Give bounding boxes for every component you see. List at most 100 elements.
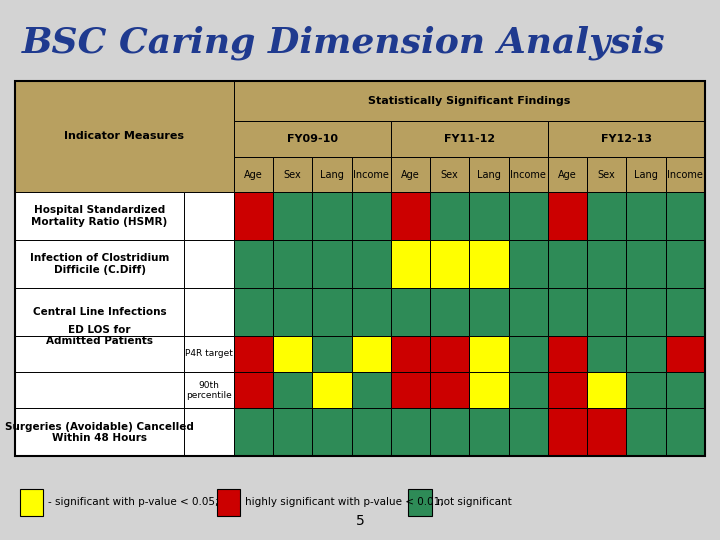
- Bar: [469, 192, 508, 240]
- Text: Age: Age: [401, 170, 420, 180]
- Bar: [665, 240, 705, 288]
- Bar: [312, 336, 351, 372]
- Text: Income: Income: [667, 170, 703, 180]
- Bar: [184, 372, 234, 408]
- Bar: [184, 240, 234, 288]
- Bar: [351, 288, 391, 336]
- Text: FY09-10: FY09-10: [287, 134, 338, 144]
- Text: Sex: Sex: [441, 170, 459, 180]
- Bar: [391, 121, 548, 157]
- Bar: [273, 336, 312, 372]
- Text: not significant: not significant: [437, 497, 512, 507]
- Text: Lang: Lang: [320, 170, 344, 180]
- Bar: [351, 157, 391, 192]
- Text: ED LOS for
Admitted Patients: ED LOS for Admitted Patients: [46, 325, 153, 347]
- Bar: [234, 288, 273, 336]
- Bar: [234, 336, 273, 372]
- Bar: [548, 192, 587, 240]
- Bar: [665, 288, 705, 336]
- Text: Hospital Standardized
Mortality Ratio (HSMR): Hospital Standardized Mortality Ratio (H…: [32, 205, 168, 227]
- Bar: [469, 336, 508, 372]
- Text: BSC Caring Dimension Analysis: BSC Caring Dimension Analysis: [22, 26, 665, 60]
- Bar: [408, 489, 432, 516]
- Text: Central Line Infections: Central Line Infections: [33, 307, 166, 316]
- Bar: [469, 240, 508, 288]
- Bar: [508, 336, 548, 372]
- Text: Sex: Sex: [284, 170, 302, 180]
- Bar: [184, 408, 234, 456]
- Bar: [217, 489, 240, 516]
- Bar: [665, 336, 705, 372]
- Bar: [273, 408, 312, 456]
- Bar: [273, 157, 312, 192]
- Bar: [587, 240, 626, 288]
- Bar: [626, 408, 665, 456]
- Bar: [430, 408, 469, 456]
- Text: 5: 5: [356, 514, 364, 528]
- Bar: [391, 336, 430, 372]
- Bar: [391, 157, 430, 192]
- Bar: [312, 192, 351, 240]
- Bar: [234, 192, 273, 240]
- Bar: [15, 408, 184, 456]
- Bar: [15, 240, 184, 288]
- Bar: [273, 240, 312, 288]
- Bar: [508, 288, 548, 336]
- Bar: [587, 288, 626, 336]
- Bar: [273, 372, 312, 408]
- Bar: [430, 240, 469, 288]
- Text: highly significant with p-value < 0.01;: highly significant with p-value < 0.01;: [245, 497, 444, 507]
- Bar: [15, 192, 184, 240]
- Bar: [15, 288, 184, 336]
- Text: Lang: Lang: [477, 170, 501, 180]
- Bar: [508, 192, 548, 240]
- Bar: [312, 372, 351, 408]
- Text: Income: Income: [354, 170, 389, 180]
- Bar: [430, 192, 469, 240]
- Bar: [665, 372, 705, 408]
- Text: Surgeries (Avoidable) Cancelled
Within 48 Hours: Surgeries (Avoidable) Cancelled Within 4…: [5, 422, 194, 443]
- Bar: [430, 336, 469, 372]
- Bar: [351, 240, 391, 288]
- Bar: [508, 240, 548, 288]
- Bar: [312, 240, 351, 288]
- Bar: [587, 157, 626, 192]
- Bar: [312, 408, 351, 456]
- Bar: [665, 408, 705, 456]
- Bar: [391, 192, 430, 240]
- Text: Lang: Lang: [634, 170, 658, 180]
- Bar: [548, 121, 705, 157]
- Bar: [587, 372, 626, 408]
- Bar: [234, 372, 273, 408]
- Text: Statistically Significant Findings: Statistically Significant Findings: [368, 96, 570, 106]
- Bar: [469, 288, 508, 336]
- Bar: [430, 288, 469, 336]
- Bar: [548, 408, 587, 456]
- Bar: [548, 157, 587, 192]
- Bar: [508, 157, 548, 192]
- Text: P4R target: P4R target: [185, 349, 233, 359]
- Bar: [351, 372, 391, 408]
- Bar: [273, 192, 312, 240]
- Text: Income: Income: [510, 170, 546, 180]
- Bar: [19, 489, 43, 516]
- Bar: [351, 408, 391, 456]
- Bar: [469, 372, 508, 408]
- Text: - significant with p-value < 0.05;: - significant with p-value < 0.05;: [48, 497, 219, 507]
- Text: FY12-13: FY12-13: [601, 134, 652, 144]
- Text: Age: Age: [244, 170, 263, 180]
- Bar: [548, 336, 587, 372]
- Bar: [587, 192, 626, 240]
- Bar: [665, 157, 705, 192]
- Bar: [184, 192, 234, 240]
- Bar: [626, 192, 665, 240]
- Bar: [184, 336, 234, 372]
- Bar: [587, 336, 626, 372]
- Bar: [391, 240, 430, 288]
- Bar: [391, 408, 430, 456]
- Bar: [273, 288, 312, 336]
- Text: Age: Age: [558, 170, 577, 180]
- Bar: [665, 192, 705, 240]
- Bar: [508, 408, 548, 456]
- Text: Infection of Clostridium
Difficile (C.Diff): Infection of Clostridium Difficile (C.Di…: [30, 253, 169, 274]
